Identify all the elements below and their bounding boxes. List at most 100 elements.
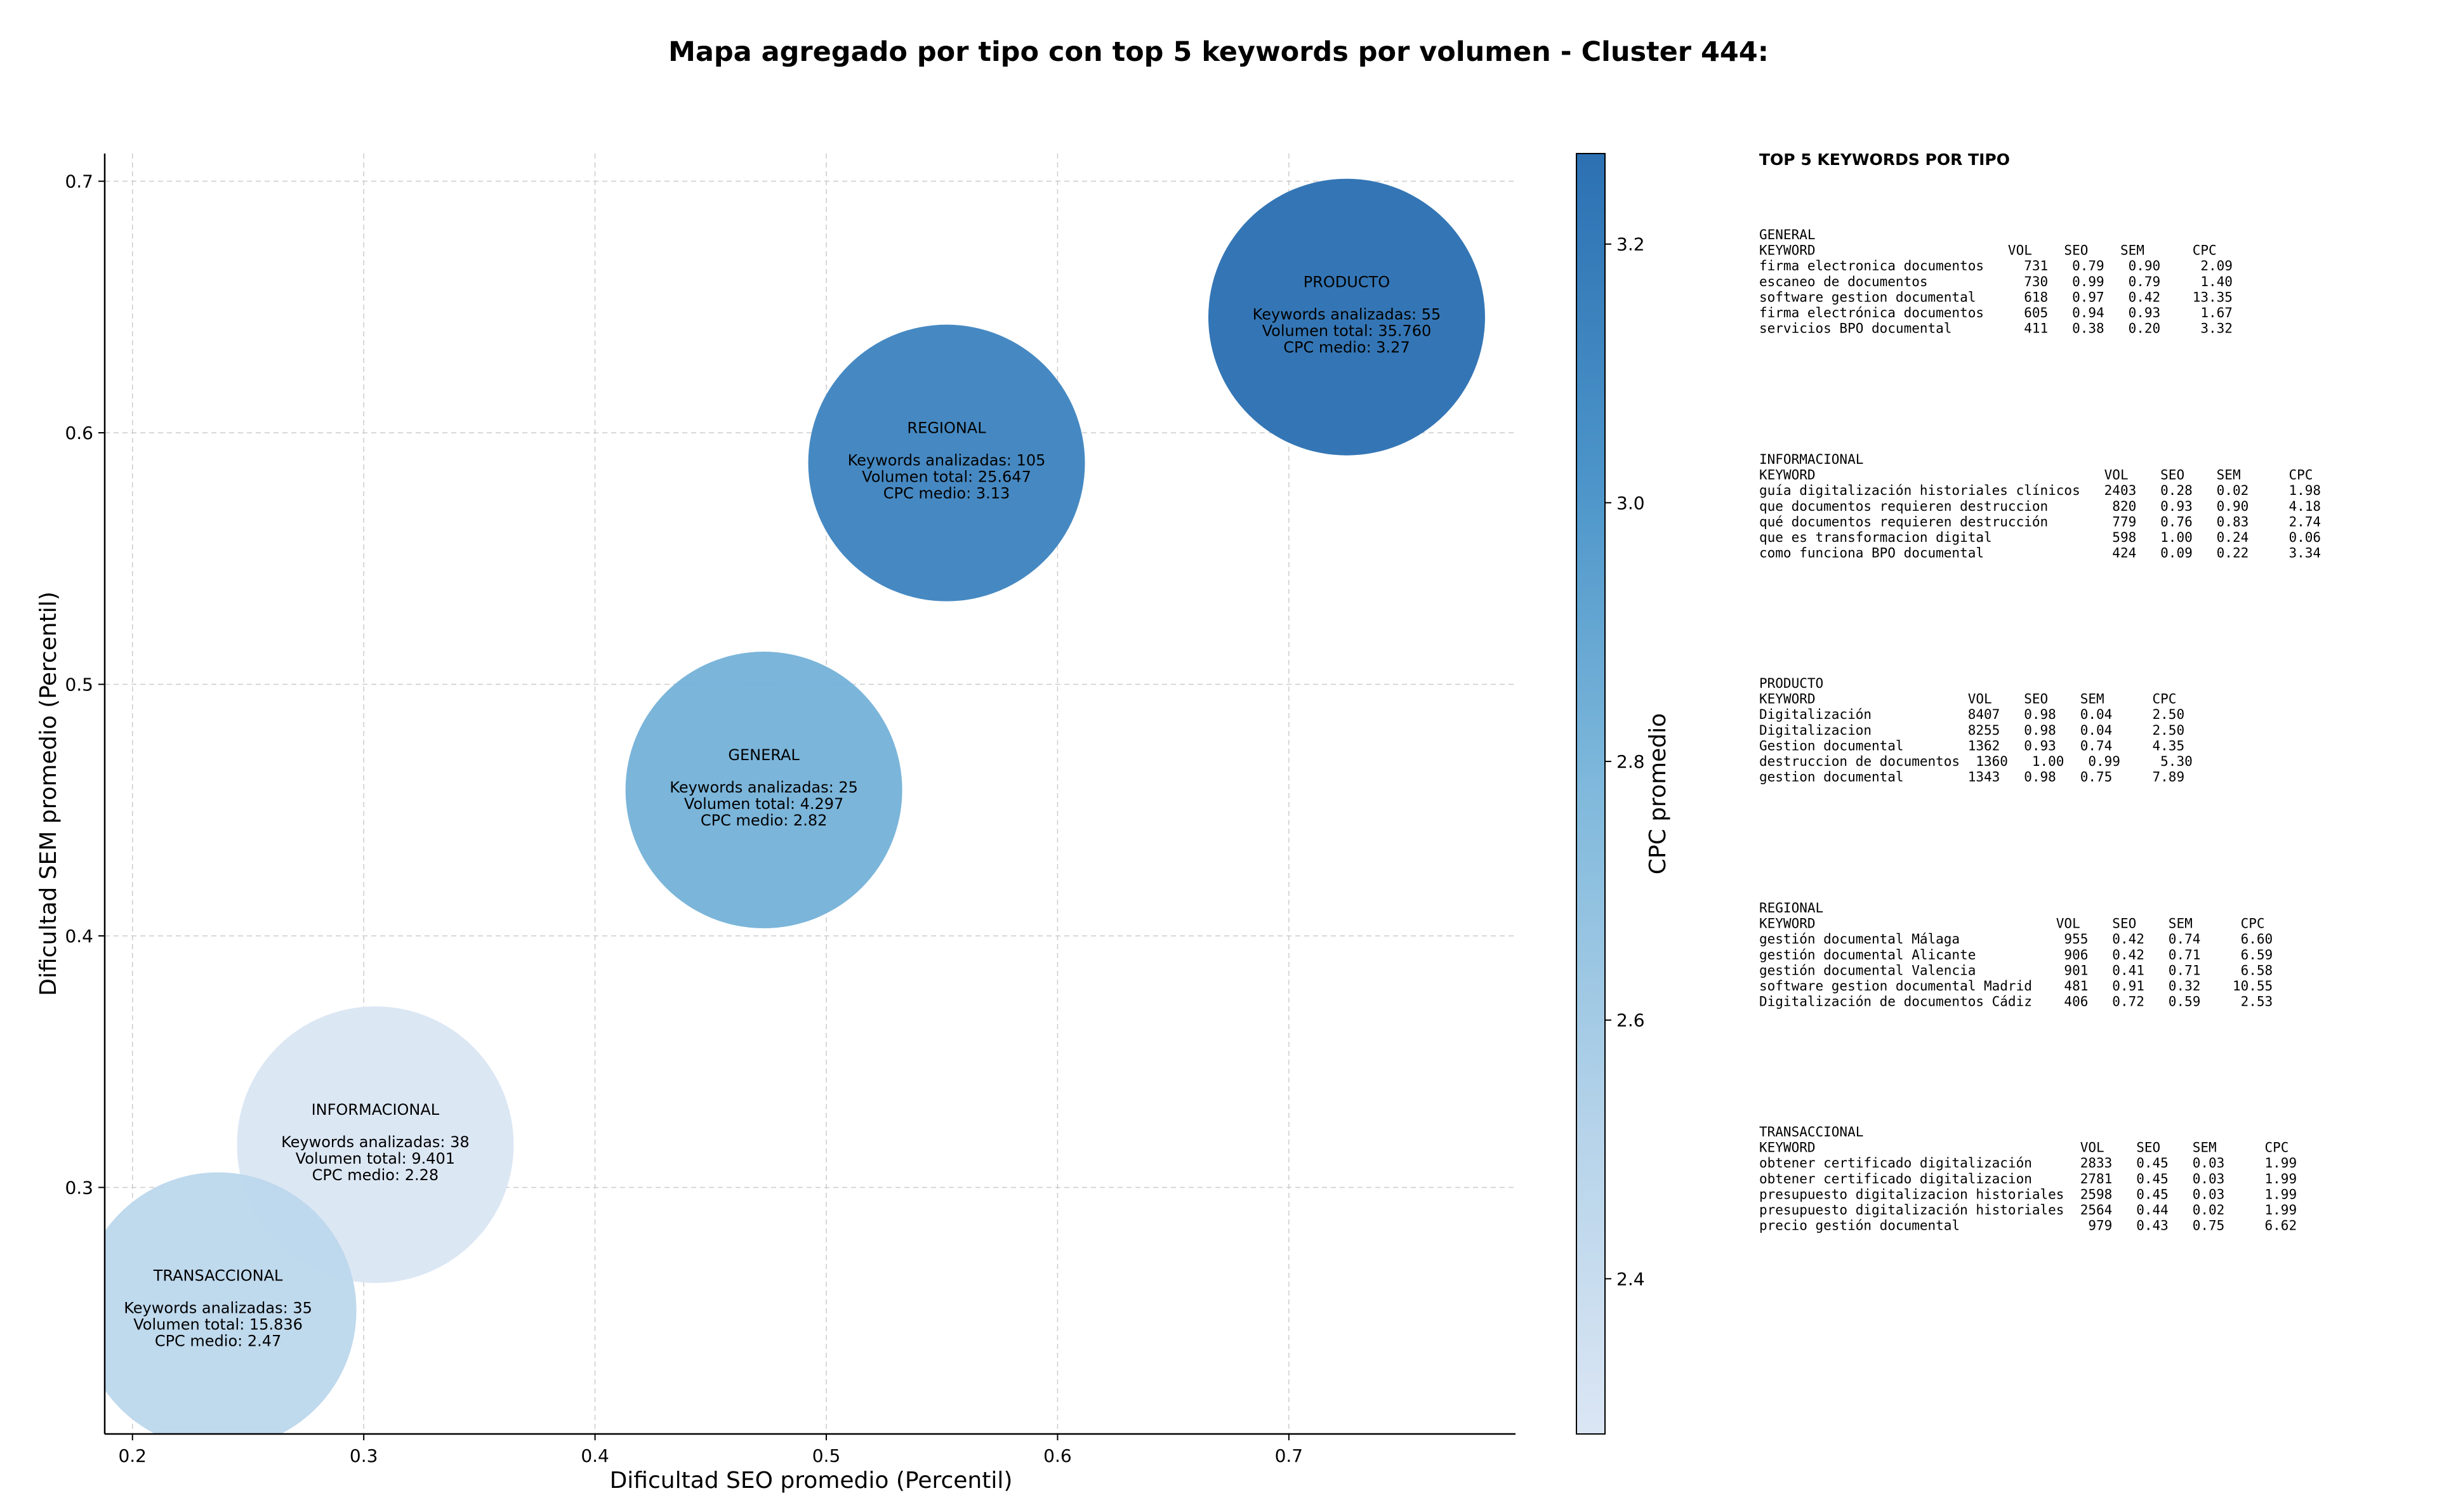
bubble-cpc: CPC medio: 2.47 — [155, 1332, 282, 1350]
keyword-table-row: firma electrónica documentos 605 0.94 0.… — [1759, 305, 2233, 320]
keyword-group-title: TRANSACCIONAL — [1759, 1124, 1863, 1140]
keyword-table-header: KEYWORD VOL SEO SEM CPC — [1759, 916, 2265, 931]
colorbar-tick-label: 3.2 — [1616, 234, 1645, 255]
keyword-table-row: gestión documental Valencia 901 0.41 0.7… — [1759, 963, 2273, 978]
y-tick-label: 0.3 — [65, 1177, 93, 1198]
x-tick-label: 0.3 — [350, 1445, 378, 1466]
bubble-cpc: CPC medio: 3.13 — [883, 485, 1010, 503]
y-tick-label: 0.4 — [65, 926, 93, 947]
keyword-table-row: presupuesto digitalizacion historiales 2… — [1759, 1187, 2297, 1202]
keyword-table-row: gestión documental Alicante 906 0.42 0.7… — [1759, 947, 2273, 963]
keyword-group-title: PRODUCTO — [1759, 676, 1823, 691]
bubble-volume: Volumen total: 35.760 — [1262, 322, 1432, 340]
colorbar-ticks: 2.4 2.6 2.8 3.0 3.2 — [1605, 234, 1645, 1289]
keyword-table-row: presupuesto digitalización historiales 2… — [1759, 1202, 2297, 1218]
keyword-table-row: software gestion documental 618 0.97 0.4… — [1759, 289, 2233, 305]
keyword-table-row: Gestion documental 1362 0.93 0.74 4.35 — [1759, 738, 2184, 753]
x-tick-label: 0.7 — [1275, 1445, 1304, 1466]
y-tick-label: 0.7 — [65, 171, 93, 192]
keyword-table-row: como funciona BPO documental 424 0.09 0.… — [1759, 546, 2321, 561]
keyword-table-row: servicios BPO documental 411 0.38 0.20 3… — [1759, 321, 2233, 336]
bubble-general — [625, 652, 902, 929]
panel-heading: TOP 5 KEYWORDS POR TIPO — [1759, 150, 2010, 169]
y-ticks: 0.3 0.4 0.5 0.6 0.7 — [65, 171, 105, 1198]
keyword-table-row: escaneo de documentos 730 0.99 0.79 1.40 — [1759, 274, 2233, 289]
y-axis-label: Dificultad SEM promedio (Percentil) — [36, 591, 62, 996]
keyword-table-row: precio gestión documental 979 0.43 0.75 … — [1759, 1218, 2297, 1233]
bubble-name: REGIONAL — [907, 419, 986, 437]
keyword-table-row: Digitalización de documentos Cádiz 406 0… — [1759, 994, 2273, 1009]
bubble-regional — [808, 324, 1085, 602]
bubble-keywords: Keywords analizadas: 105 — [848, 452, 1046, 470]
keyword-table-row: software gestion documental Madrid 481 0… — [1759, 978, 2273, 994]
bubble-cpc: CPC medio: 3.27 — [1283, 339, 1410, 357]
keyword-table-row: Digitalización 8407 0.98 0.04 2.50 — [1759, 707, 2184, 722]
bubble-cpc: CPC medio: 2.82 — [701, 812, 828, 829]
bubble-volume: Volumen total: 4.297 — [684, 795, 843, 813]
colorbar-tick-label: 2.4 — [1616, 1268, 1645, 1289]
colorbar-tick-label: 3.0 — [1616, 492, 1645, 513]
x-tick-label: 0.5 — [812, 1445, 841, 1466]
keyword-table-row: obtener certificado digitalizacion 2781 … — [1759, 1171, 2297, 1187]
bubble-name: INFORMACIONAL — [312, 1101, 440, 1119]
y-tick-label: 0.6 — [65, 423, 93, 444]
bubble-label-regional: REGIONAL Keywords analizadas: 105Volumen … — [848, 419, 1046, 503]
keyword-table-row: gestion documental 1343 0.98 0.75 7.89 — [1759, 770, 2184, 785]
x-tick-label: 0.2 — [118, 1445, 147, 1466]
keyword-group-title: GENERAL — [1759, 227, 1816, 242]
colorbar-label: CPC promedio — [1645, 713, 1671, 874]
keyword-table-row: guía digitalización historiales clínicos… — [1759, 483, 2321, 498]
keyword-group-title: INFORMACIONAL — [1759, 452, 1863, 467]
bubble-label-informacional: INFORMACIONAL Keywords analizadas: 38Volu… — [281, 1101, 470, 1184]
bubble-keywords: Keywords analizadas: 38 — [281, 1133, 470, 1151]
x-tick-label: 0.6 — [1043, 1445, 1072, 1466]
bubble-keywords: Keywords analizadas: 35 — [124, 1299, 312, 1317]
keyword-table-row: Digitalizacion 8255 0.98 0.04 2.50 — [1759, 723, 2184, 738]
keyword-table-header: KEYWORD VOL SEO SEM CPC — [1759, 692, 2176, 707]
bubble-volume: Volumen total: 9.401 — [296, 1150, 455, 1167]
bubble-keywords: Keywords analizadas: 55 — [1253, 306, 1441, 324]
keyword-table-header: KEYWORD VOL SEO SEM CPC — [1759, 468, 2313, 483]
bubble-volume: Volumen total: 25.647 — [862, 468, 1031, 486]
bubble-cpc: CPC medio: 2.28 — [312, 1166, 439, 1184]
keyword-table-row: firma electronica documentos 731 0.79 0.… — [1759, 258, 2233, 273]
keyword-table-header: KEYWORD VOL SEO SEM CPC — [1759, 1140, 2288, 1155]
bubble-name: PRODUCTO — [1304, 273, 1390, 291]
keyword-table-row: que documentos requieren destruccion 820… — [1759, 499, 2321, 514]
colorbar: 2.4 2.6 2.8 3.0 3.2 CPC promedio — [1576, 153, 1671, 1435]
bubble-layer — [105, 178, 1485, 1434]
x-axis-label: Dificultad SEO promedio (Percentil) — [610, 1468, 1013, 1494]
keyword-table-row: qué documentos requieren destrucción 779… — [1759, 514, 2321, 529]
x-ticks: 0.2 0.3 0.4 0.5 0.6 0.7 — [118, 1434, 1303, 1466]
keyword-table-row: destruccion de documentos 1360 1.00 0.99… — [1759, 754, 2193, 769]
keyword-table-row: gestión documental Málaga 955 0.42 0.74 … — [1759, 931, 2273, 947]
keyword-group-title: REGIONAL — [1759, 900, 1823, 916]
bubble-name: TRANSACCIONAL — [153, 1267, 283, 1285]
bubble-name: GENERAL — [728, 746, 800, 764]
colorbar-gradient — [1576, 153, 1606, 1435]
chart-title: Mapa agregado por tipo con top 5 keyword… — [668, 36, 1769, 68]
bubble-transaccional — [105, 1172, 357, 1434]
bubble-keywords: Keywords analizadas: 25 — [670, 779, 858, 796]
bubble-producto — [1208, 178, 1485, 456]
keyword-table-row: que es transformacion digital 598 1.00 0… — [1759, 530, 2321, 545]
x-tick-label: 0.4 — [581, 1445, 609, 1466]
colorbar-tick-label: 2.6 — [1616, 1010, 1645, 1031]
colorbar-tick-label: 2.8 — [1616, 751, 1645, 772]
bubble-label-transaccional: TRANSACCIONAL Keywords analizadas: 35Volu… — [124, 1267, 312, 1350]
bubble-volume: Volumen total: 15.836 — [133, 1316, 303, 1334]
keyword-table-header: KEYWORD VOL SEO SEM CPC — [1759, 243, 2217, 258]
y-tick-label: 0.5 — [65, 674, 93, 695]
